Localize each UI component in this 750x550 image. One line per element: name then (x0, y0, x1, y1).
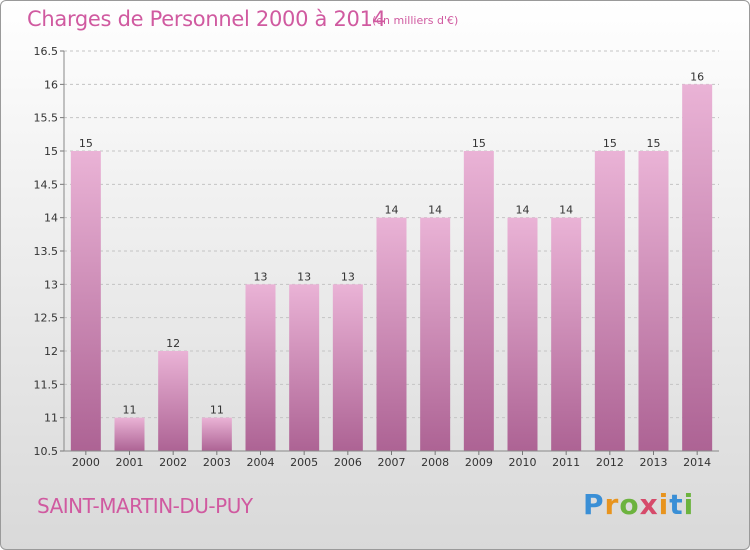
bar-2001 (114, 417, 145, 451)
bar-2000 (70, 151, 101, 451)
data-label-2011: 14 (559, 204, 573, 217)
x-tick-label-2007: 2007 (378, 456, 406, 469)
data-label-2013: 15 (647, 137, 661, 150)
proxiti-logo[interactable]: Proxiti (583, 488, 695, 521)
bar-2012 (594, 151, 625, 451)
commune-name: SAINT-MARTIN-DU-PUY (37, 494, 253, 518)
x-tick-label-2004: 2004 (247, 456, 275, 469)
x-tick-label-2003: 2003 (203, 456, 231, 469)
y-tick-label: 14 (44, 212, 58, 225)
data-label-2000: 15 (79, 137, 93, 150)
data-label-2002: 12 (166, 337, 180, 350)
x-tick-label-2012: 2012 (596, 456, 624, 469)
bar-2010 (507, 217, 538, 451)
bar-2014 (682, 84, 713, 451)
x-tick-label-2009: 2009 (465, 456, 493, 469)
y-tick-label: 11.5 (34, 378, 59, 391)
bar-2006 (332, 284, 363, 451)
y-tick-label: 12.5 (34, 312, 59, 325)
data-label-2010: 14 (516, 204, 530, 217)
y-tick-label: 13 (44, 278, 58, 291)
bar-2007 (376, 217, 407, 451)
x-tick-label-2005: 2005 (290, 456, 318, 469)
y-tick-label: 12 (44, 345, 58, 358)
x-tick-label-2006: 2006 (334, 456, 362, 469)
axis-layer: 10.5 11 11.5 12 12.5 13 13.5 14 14.5 15 15.5 16 16.5… (34, 45, 719, 469)
x-tick-label-2000: 2000 (72, 456, 100, 469)
bar-2005 (289, 284, 320, 451)
y-tick-label: 14.5 (34, 178, 59, 191)
x-tick-label-2014: 2014 (683, 456, 711, 469)
x-tick-label-2011: 2011 (552, 456, 580, 469)
x-tick-label-2008: 2008 (421, 456, 449, 469)
bar-2004 (245, 284, 276, 451)
x-tick-label-2013: 2013 (640, 456, 668, 469)
bar-2011 (551, 217, 582, 451)
y-tick-label: 15.5 (34, 112, 59, 125)
chart-title: Charges de Personnel 2000 à 2014 (27, 7, 386, 31)
data-label-2006: 13 (341, 270, 355, 283)
data-label-2005: 13 (297, 270, 311, 283)
y-tick-label: 16 (44, 78, 58, 91)
x-tick-label-2001: 2001 (116, 456, 144, 469)
x-tick-label-2010: 2010 (509, 456, 537, 469)
bar-2008 (420, 217, 451, 451)
bar-2013 (638, 151, 669, 451)
data-label-2004: 13 (254, 270, 268, 283)
y-tick-label: 11 (44, 412, 58, 425)
bar-2003 (201, 417, 232, 451)
bar-layer (70, 84, 713, 451)
y-tick-label: 10.5 (34, 445, 59, 458)
bar-2002 (158, 351, 189, 451)
data-label-2009: 15 (472, 137, 486, 150)
data-label-2001: 11 (123, 404, 137, 417)
data-label-2003: 11 (210, 404, 224, 417)
data-label-2014: 16 (690, 70, 704, 83)
y-tick-label: 15 (44, 145, 58, 158)
data-label-2012: 15 (603, 137, 617, 150)
data-label-2007: 14 (385, 204, 399, 217)
y-tick-label: 16.5 (34, 45, 59, 58)
y-tick-label: 13.5 (34, 245, 59, 258)
x-tick-label-2002: 2002 (159, 456, 187, 469)
bar-2009 (463, 151, 494, 451)
chart-subtitle: (en milliers d'€) (372, 14, 459, 27)
data-label-2008: 14 (428, 204, 442, 217)
